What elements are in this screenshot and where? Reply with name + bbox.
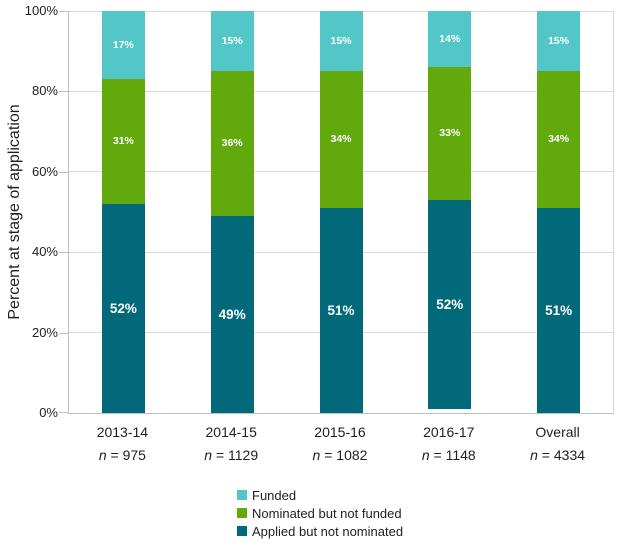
- category-label: Overall: [535, 424, 580, 440]
- legend-swatch: [237, 490, 247, 500]
- y-tick-mark-20: [59, 332, 68, 334]
- bar-2014-15: 15% 36% 49%: [210, 11, 254, 413]
- legend: Funded Nominated but not funded Applied bu…: [237, 486, 403, 540]
- bar-segment: 15%: [210, 11, 254, 72]
- bar-segment: 14%: [428, 11, 472, 68]
- bar-segment: 34%: [537, 71, 581, 208]
- bar-Overall: 15% 34% 51%: [537, 11, 581, 413]
- category-label: 2016-17: [423, 424, 475, 440]
- sample-size-label: n = 1148: [421, 447, 476, 463]
- bar-segment: 15%: [319, 11, 363, 72]
- y-tick-label: 60%: [31, 163, 58, 179]
- x-axis-label: 2014-15 n = 1129: [177, 424, 286, 464]
- bar-segment-label: 51%: [545, 302, 573, 318]
- bar-segment-label: 15%: [221, 34, 243, 47]
- bar-segment: 15%: [537, 11, 581, 72]
- legend-label: Applied but not nominated: [252, 523, 404, 539]
- legend-item: Nominated but not funded: [237, 504, 403, 522]
- bar-segment: 49%: [210, 216, 254, 413]
- legend-label: Nominated but not funded: [252, 505, 402, 521]
- legend-swatch: [237, 526, 247, 536]
- bar-segment-label: 49%: [218, 306, 246, 322]
- sample-size-label: n = 4334: [530, 447, 586, 463]
- bar-segment-label: 31%: [112, 135, 134, 148]
- y-axis-title: Percent at stage of application: [6, 104, 23, 320]
- bar-segment: 52%: [428, 199, 472, 409]
- bar-segment-label: 34%: [548, 133, 570, 146]
- y-tick-label: 80%: [31, 83, 58, 99]
- bar-segment-label: 17%: [112, 38, 134, 51]
- y-tick-mark-80: [59, 91, 68, 93]
- legend-swatch: [237, 508, 247, 518]
- legend-item: Applied but not nominated: [237, 522, 403, 540]
- legend-label: Funded: [252, 487, 297, 503]
- bar-2016-17: 14% 33% 52%: [428, 11, 472, 413]
- bar-segment: 36%: [210, 71, 254, 217]
- bar-segment: 17%: [101, 11, 145, 80]
- bar-segment-label: 36%: [221, 137, 243, 150]
- bar-segment-label: 15%: [548, 34, 570, 47]
- x-axis-label: Overall n = 4334: [503, 424, 612, 464]
- bar-segment: 51%: [319, 207, 363, 413]
- sample-size-label: n = 1082: [312, 447, 368, 463]
- x-axis-label: 2015-16 n = 1082: [286, 424, 395, 464]
- bar-2013-14: 17% 31% 52%: [101, 11, 145, 413]
- category-label: 2015-16: [314, 424, 366, 440]
- bar-segment-label: 51%: [327, 302, 355, 318]
- bar-segment-label: 52%: [436, 296, 464, 312]
- plot-area: 17% 31% 52% 15% 36% 49% 15% 34% 51% 14% 33% 52% 15% 3…: [59, 11, 614, 414]
- y-tick-label: 100%: [24, 3, 58, 18]
- y-tick-label: 0%: [39, 405, 58, 420]
- x-axis-label: 2013-14 n = 975: [68, 424, 177, 464]
- bar-segment-label: 15%: [330, 34, 352, 47]
- bar-segment: 33%: [428, 67, 472, 200]
- bar-segment: 31%: [101, 79, 145, 204]
- bar-segment: 51%: [537, 207, 581, 413]
- y-tick-mark-0: [59, 412, 68, 413]
- bar-segment-label: 14%: [439, 32, 461, 45]
- category-label: 2014-15: [205, 424, 257, 440]
- bar-segment: 34%: [319, 71, 363, 208]
- y-tick-mark-60: [59, 171, 68, 173]
- bar-2015-16: 15% 34% 51%: [319, 11, 363, 413]
- y-tick-label: 40%: [31, 244, 58, 260]
- category-label: 2013-14: [96, 424, 149, 440]
- bar-segment: 52%: [101, 203, 145, 413]
- y-tick-label: 20%: [31, 324, 58, 340]
- sample-size-label: n = 975: [98, 447, 146, 463]
- bar-segment-label: 33%: [439, 127, 461, 140]
- y-tick-mark-40: [59, 252, 68, 254]
- x-axis-label: 2016-17 n = 1148: [394, 424, 503, 464]
- bar-segment-label: 52%: [109, 300, 137, 316]
- legend-item: Funded: [237, 486, 403, 504]
- bar-segment-label: 34%: [330, 133, 352, 146]
- y-tick-mark-100: [59, 11, 68, 12]
- sample-size-label: n = 1129: [204, 447, 259, 463]
